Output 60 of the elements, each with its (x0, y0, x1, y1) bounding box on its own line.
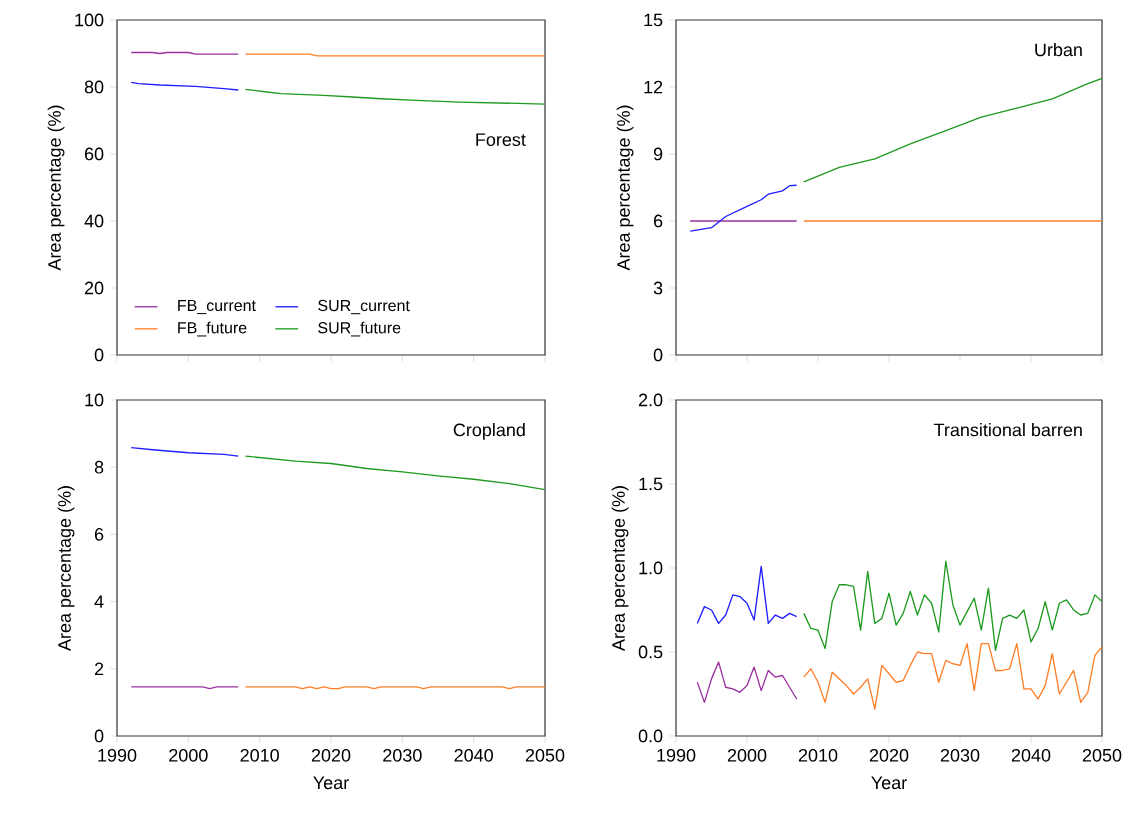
y-tick-label: 80 (84, 80, 104, 94)
y-tick-label: 0 (94, 348, 104, 362)
x-tick-label: 2040 (1011, 748, 1051, 762)
x-tick-label: 2050 (525, 748, 565, 762)
x-tick-label: 2010 (798, 748, 838, 762)
x-tick-label: 2000 (727, 748, 767, 762)
line-series (803, 77, 1102, 183)
y-tick-label: 15 (644, 13, 663, 27)
y-tick-label: 1.5 (639, 477, 663, 491)
y-tick-label: 10 (85, 393, 104, 407)
y-tick-label: 0 (94, 729, 104, 743)
x-tick-label: 1990 (98, 748, 137, 762)
y-tick-label: 0.0 (638, 729, 663, 743)
y-axis-title: Area percentage (%) (47, 105, 65, 271)
x-tick-label: 2010 (240, 748, 279, 762)
line-series (803, 560, 1102, 651)
y-axis-title: Area percentage (%) (616, 105, 634, 271)
y-tick-label: 8 (94, 460, 104, 474)
y-tick-label: 60 (84, 147, 104, 161)
y-tick-label: 6 (94, 528, 104, 541)
x-tick-label: 1990 (657, 748, 696, 762)
x-axis-title: Year (313, 776, 349, 790)
legend-label: SUR_future (318, 321, 401, 337)
legend-label: SUR_current (318, 299, 410, 315)
y-tick-label: 4 (94, 595, 104, 608)
text: Forest (476, 133, 526, 146)
x-tick-label: 2020 (311, 748, 351, 762)
line-series (696, 661, 798, 704)
y-tick-label: 2.0 (638, 393, 663, 407)
y-tick-label: 3 (653, 281, 663, 295)
x-tick-label: 2050 (1082, 748, 1122, 762)
line-series (244, 88, 545, 105)
text: Urban (1035, 43, 1082, 57)
legend-label: FB_future (178, 321, 247, 337)
y-tick-label: 12 (644, 80, 663, 94)
y-tick-label: 20 (84, 281, 104, 295)
y-tick-label: 9 (653, 147, 663, 161)
x-tick-label: 2020 (869, 748, 909, 762)
x-tick-label: 2030 (940, 748, 980, 762)
x-tick-label: 2040 (454, 748, 493, 762)
y-tick-label: 1.0 (639, 561, 663, 575)
line-series (130, 447, 239, 457)
text: Transitional barren (933, 423, 1082, 437)
y-axis-title: Area percentage (%) (611, 486, 629, 651)
x-tick-label: 2030 (383, 748, 422, 762)
y-tick-label: 100 (75, 13, 104, 27)
legend-label: FB_current (178, 299, 256, 315)
line-series (244, 455, 545, 491)
line-series (130, 81, 239, 91)
y-tick-label: 6 (653, 214, 663, 228)
line-series (696, 565, 798, 625)
y-tick-label: 0.5 (638, 645, 663, 659)
line-series (689, 184, 798, 232)
y-tick-label: 40 (84, 214, 104, 228)
y-tick-label: 0 (653, 348, 663, 362)
x-axis-title: Year (871, 776, 907, 790)
x-tick-label: 2000 (169, 748, 208, 762)
y-tick-label: 2 (94, 662, 104, 676)
text: Cropland (453, 423, 525, 440)
y-axis-title: Area percentage (%) (57, 486, 75, 651)
